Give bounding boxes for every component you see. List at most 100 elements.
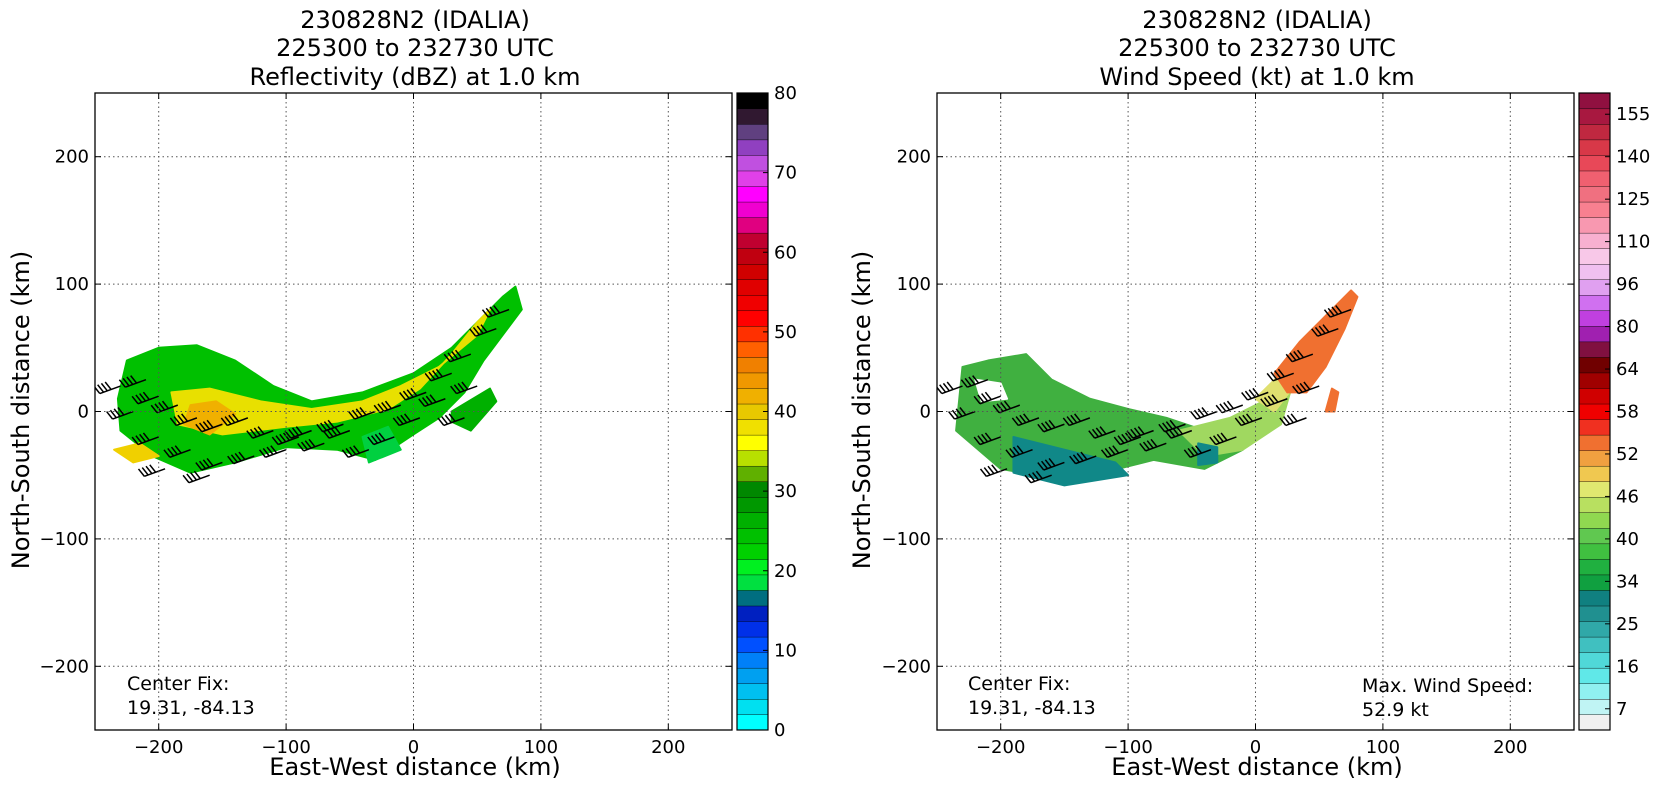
wind-wind-barb xyxy=(1241,387,1269,401)
reflectivity-wind-barb xyxy=(341,445,370,458)
wind-wind-barb xyxy=(937,381,963,395)
wind-wind-barb xyxy=(1260,394,1288,407)
reflectivity-wind-barb xyxy=(443,349,472,363)
wind-colorbar-tick-label: 7 xyxy=(1616,699,1627,720)
reflectivity-colorbar-bin xyxy=(736,201,769,218)
wind-wind-barb xyxy=(973,432,1001,446)
reflectivity-xtick-label: −200 xyxy=(134,737,183,758)
reflectivity-wind-barb xyxy=(106,407,134,420)
wind-wind-barb xyxy=(1037,419,1065,433)
wind-wind-barb xyxy=(1069,451,1097,465)
wind-colorbar-bin xyxy=(1578,217,1611,234)
reflectivity-colorbar-bin xyxy=(736,652,769,669)
wind-colorbar-bin xyxy=(1578,652,1611,669)
wind-colorbar-bin xyxy=(1578,434,1611,451)
reflectivity-colorbar-bin xyxy=(736,574,769,591)
wind-wind-barb xyxy=(973,391,1001,405)
wind-colorbar-bin xyxy=(1578,170,1611,187)
reflectivity-wind-barb xyxy=(169,413,198,427)
wind-colorbar-bin xyxy=(1578,263,1611,280)
reflectivity-ytick-label: −200 xyxy=(40,656,89,677)
wind-title-line-1: 230828N2 (IDALIA) xyxy=(1142,6,1372,34)
reflectivity-colorbar-bin xyxy=(736,294,769,312)
reflectivity-ytick-label: 100 xyxy=(55,274,89,295)
reflectivity-wind-barb xyxy=(131,432,159,446)
reflectivity-wind-barb xyxy=(163,445,191,458)
reflectivity-wind-barb xyxy=(227,451,255,465)
wind-colorbar-bin xyxy=(1578,310,1611,327)
wind-colorbar-bin xyxy=(1578,574,1611,591)
reflectivity-field xyxy=(113,285,523,474)
wind-wind-barb xyxy=(1183,445,1212,458)
reflectivity-colorbar-bin xyxy=(736,310,769,327)
wind-colorbar-bin xyxy=(1578,450,1611,467)
wind-colorbar-tick-label: 140 xyxy=(1616,147,1650,168)
reflectivity-wind-barb xyxy=(150,400,179,414)
wind-colorbar-tick-label: 64 xyxy=(1616,359,1639,380)
wind-xtick-label: −100 xyxy=(1103,737,1152,758)
reflectivity-colorbar-bin xyxy=(736,372,769,389)
reflectivity-wind-barb xyxy=(399,387,427,401)
reflectivity-colorbar-bin xyxy=(736,714,769,731)
reflectivity-wind-barb xyxy=(284,426,312,439)
reflectivity-ylabel: North-South distance (km) xyxy=(7,251,35,570)
reflectivity-colorbar-bin xyxy=(736,698,769,715)
wind-colorbar-tick-label: 40 xyxy=(1616,529,1639,550)
reflectivity-colorbar-tick-label: 30 xyxy=(774,481,797,502)
reflectivity-center-fix-value: 19.31, -84.13 xyxy=(127,697,255,719)
reflectivity-title-line-2: 225300 to 232730 UTC xyxy=(276,34,554,62)
reflectivity-wind-barb xyxy=(348,407,376,420)
reflectivity-wind-barb xyxy=(469,324,497,337)
reflectivity-wind-barb xyxy=(258,445,287,458)
reflectivity-colorbar-bin xyxy=(736,186,769,203)
reflectivity-wind-barb xyxy=(246,426,274,439)
reflectivity-colorbar-bin xyxy=(736,683,769,700)
reflectivity-colorbar-bin xyxy=(736,217,769,234)
reflectivity-colorbar-bin xyxy=(736,605,769,622)
wind-ytick-label: 0 xyxy=(920,402,931,423)
wind-colorbar-bin xyxy=(1578,683,1611,700)
wind-colorbar-bin xyxy=(1578,543,1611,560)
wind-colorbar-bin xyxy=(1578,698,1611,715)
reflectivity-wind-barb xyxy=(367,432,395,446)
reflectivity-xlabel: East-West distance (km) xyxy=(269,753,560,781)
wind-colorbar-tick-label: 34 xyxy=(1616,571,1639,592)
reflectivity-ytick-label: 0 xyxy=(78,402,89,423)
wind-wind-barb xyxy=(1266,368,1294,382)
wind-wind-barb xyxy=(1088,426,1116,439)
wind-colorbar-bin xyxy=(1578,419,1611,436)
wind-region-5 xyxy=(1324,387,1340,413)
wind-colorbar-bin xyxy=(1578,714,1611,731)
wind-wind-barb xyxy=(1285,349,1314,363)
wind-center-fix-label: Center Fix: xyxy=(968,673,1070,695)
reflectivity-wind-barb xyxy=(271,432,300,446)
wind-colorbar-bin xyxy=(1578,248,1611,265)
wind-region-4 xyxy=(1273,289,1359,394)
wind-colorbar-bin xyxy=(1578,372,1611,389)
wind-ytick-label: −100 xyxy=(882,529,931,550)
reflectivity-wind-barb xyxy=(437,413,465,427)
reflectivity-xtick-label: 100 xyxy=(524,737,558,758)
reflectivity-wind-barb xyxy=(392,413,421,427)
reflectivity-colorbar-bin xyxy=(736,123,769,141)
reflectivity-wind-barb xyxy=(95,381,121,395)
wind-wind-barb xyxy=(1234,413,1263,427)
wind-xtick-label: −200 xyxy=(976,737,1025,758)
reflectivity-colorbar-bin xyxy=(736,481,769,498)
wind-region-6 xyxy=(1197,442,1219,467)
reflectivity-plot-area: −200 −100 0 100 200 −200 −100 0 100 200 xyxy=(40,92,733,758)
wind-wind-barb xyxy=(1292,381,1320,395)
reflectivity-wind-barb xyxy=(137,464,166,478)
wind-colorbar-bin xyxy=(1578,605,1611,622)
wind-colorbar-bin xyxy=(1578,154,1611,172)
reflectivity-wind-barb xyxy=(481,305,510,318)
wind-wind-barb xyxy=(1024,470,1052,484)
wind-colorbar-bin xyxy=(1578,123,1611,141)
wind-wind-barb xyxy=(1011,413,1040,427)
reflectivity-wind-barb xyxy=(418,394,446,407)
wind-ylabel: North-South distance (km) xyxy=(848,251,876,570)
wind-colorbar-bin xyxy=(1578,279,1611,296)
reflectivity-center-fix-label: Center Fix: xyxy=(127,673,229,695)
reflectivity-wind-barb xyxy=(297,438,325,452)
